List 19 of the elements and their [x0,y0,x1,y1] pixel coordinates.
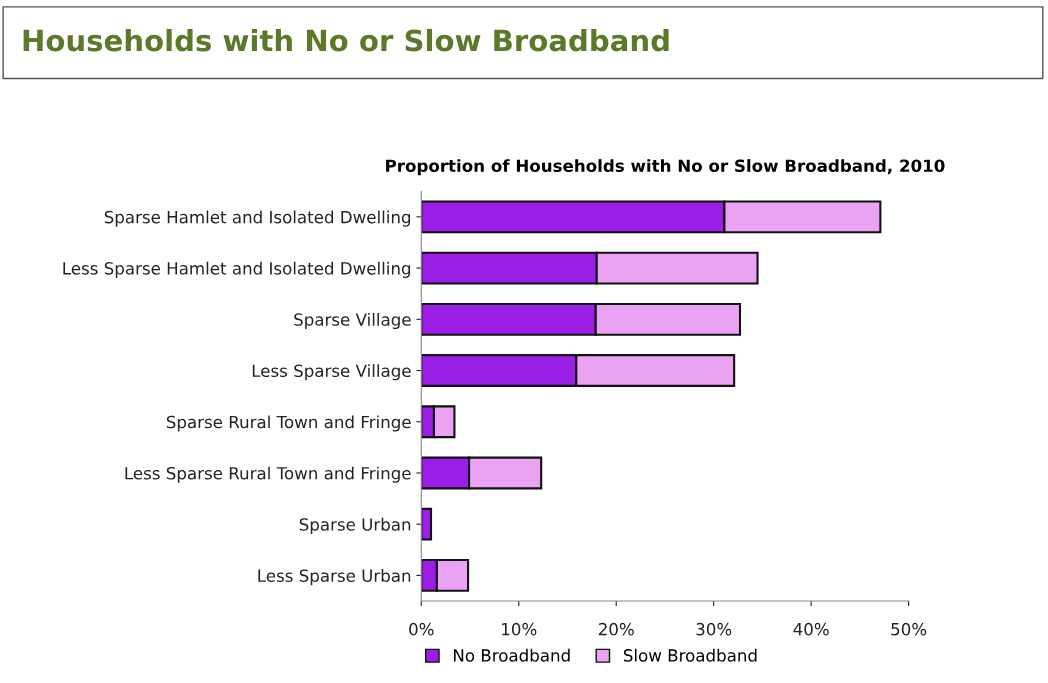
y-tick-label: Sparse Urban [299,517,411,534]
x-tick-label: 50% [891,622,927,636]
y-tick-label: Less Sparse Urban [258,569,411,586]
x-tick-label: 0% [409,622,434,636]
x-tick-label: 20% [598,622,634,636]
y-tick-label: Less Sparse Village [252,364,411,381]
y-tick-label: Less Sparse Hamlet and Isolated Dwelling [63,261,411,278]
x-tick-label: 40% [793,622,829,636]
x-tick-label: 10% [502,622,537,636]
y-tick-label: Sparse Rural Town and Fringe [166,415,411,432]
y-tick-label: Sparse Hamlet and Isolated Dwelling [104,210,411,227]
y-tick-label: Sparse Village [294,312,411,330]
y-tick-label: Less Sparse Rural Town and Fringe [125,466,411,483]
x-tick-label: 30% [696,622,732,636]
chart-subtitle: Proportion of Households with No or Slow Broadband, 2010 [386,159,945,176]
bar [421,507,433,541]
chart-title: Households with No or Slow Broadband [23,28,669,52]
legend-label: Slow Broadband [623,648,757,662]
legend-label: No Broadband [454,648,570,662]
